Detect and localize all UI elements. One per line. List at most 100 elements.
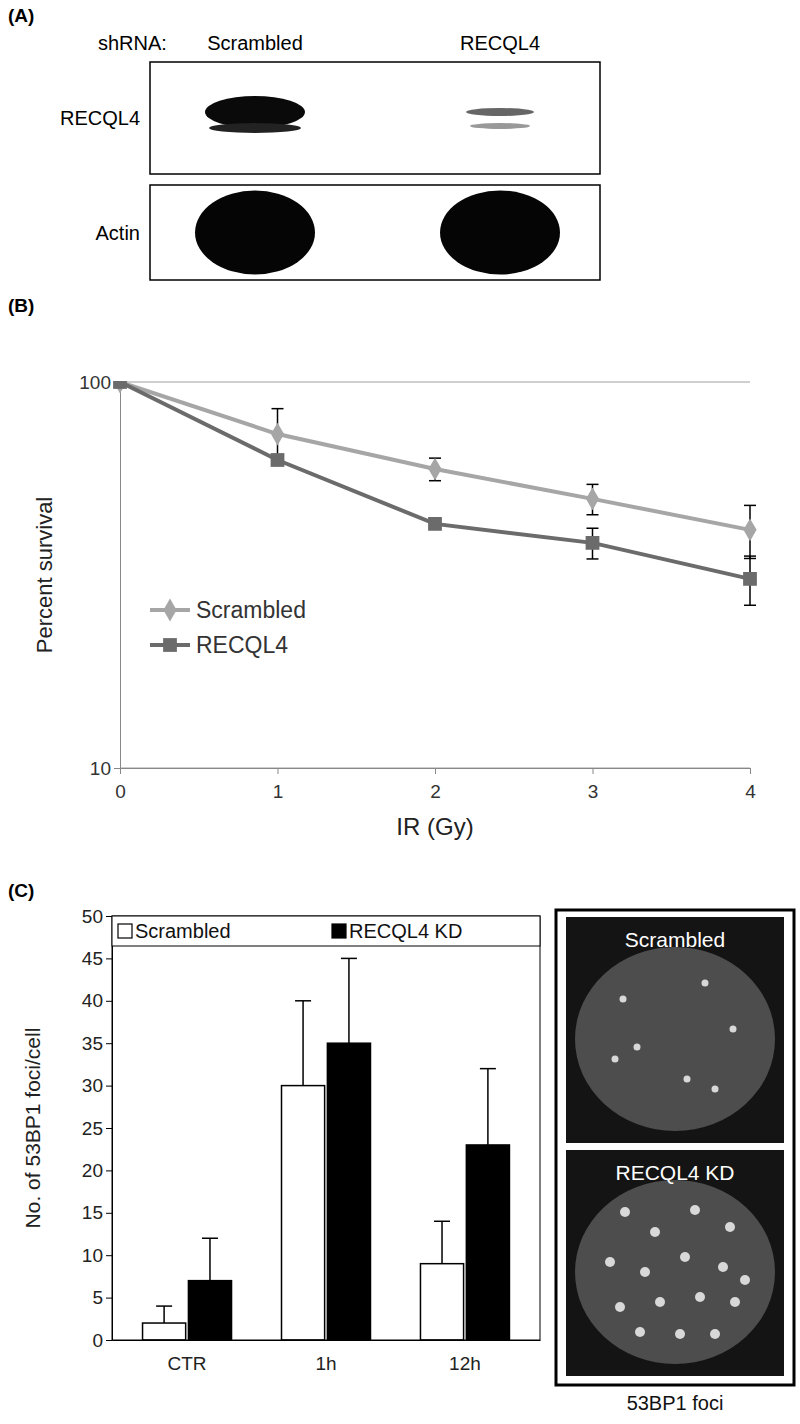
error-bar-part: [156, 1305, 172, 1307]
legend-marker: [163, 638, 177, 652]
tick: 3: [588, 768, 599, 802]
error-bar: [587, 484, 599, 514]
y-axis: 10100: [79, 372, 120, 779]
tick-label: 3: [588, 781, 599, 802]
x-axis: 01234: [115, 768, 756, 802]
focus-dot: [675, 1329, 685, 1339]
marker: [586, 487, 599, 510]
panel-label: (C): [8, 880, 34, 901]
tick-mark: [106, 1001, 112, 1002]
focus-dot: [605, 1257, 615, 1267]
tick-mark: [106, 1128, 112, 1129]
error-bar: [587, 528, 599, 559]
marker: [271, 453, 285, 467]
blot-panel: shRNA:ScrambledRECQL4RECQL4Actin: [60, 32, 600, 280]
x-axis: CTR1h12h: [113, 1340, 541, 1374]
error-bar: [744, 505, 756, 558]
blot-band: [195, 191, 315, 275]
error-bar: [480, 1069, 496, 1145]
error-bar-part: [587, 514, 599, 516]
error-bar-part: [587, 558, 599, 560]
tick: 5: [92, 1287, 112, 1308]
legend: ScrambledRECQL4: [150, 597, 306, 658]
bar: [420, 1264, 463, 1340]
error-bar: [429, 458, 441, 481]
row-label: RECQL4: [60, 107, 140, 129]
marker: [428, 458, 441, 481]
tick: 25: [82, 1118, 112, 1139]
focus-dot: [680, 1252, 690, 1262]
bar: [466, 1145, 509, 1340]
error-bar-part: [744, 605, 756, 607]
tick: 45: [82, 948, 112, 969]
marker: [586, 536, 600, 550]
legend-marker: [163, 599, 176, 622]
tick: 0: [115, 768, 126, 802]
focus-dot: [725, 1222, 735, 1232]
plot-area: [143, 958, 510, 1340]
micrograph-label: Scrambled: [625, 928, 725, 951]
blot-band: [440, 191, 560, 275]
legend-box: [112, 916, 540, 946]
micrograph-frame: [556, 910, 794, 1385]
error-bar: [156, 1306, 172, 1323]
legend: ScrambledRECQL4 KD: [112, 916, 540, 946]
error-bar-part: [272, 408, 284, 410]
tick-label: 1h: [315, 1353, 336, 1374]
tick: 10: [82, 1245, 112, 1266]
row-label: Actin: [96, 222, 140, 244]
focus-dot: [702, 980, 709, 987]
lane-label: Scrambled: [207, 32, 303, 54]
legend-label: RECQL4 KD: [349, 920, 462, 942]
error-bar-part: [744, 505, 756, 507]
focus-dot: [635, 1327, 645, 1337]
focus-dot: [695, 1292, 705, 1302]
tick: CTR: [168, 1340, 207, 1374]
error-bar-part: [441, 1221, 443, 1263]
legend-swatch: [332, 924, 346, 938]
tick: 4: [745, 768, 756, 802]
panel-label: (A): [8, 5, 34, 26]
tick: 2: [430, 768, 441, 802]
error-bar-part: [587, 527, 599, 529]
tick: 35: [82, 1033, 112, 1054]
tick-label: 0: [115, 781, 126, 802]
tick-label: 40: [82, 990, 103, 1011]
grid: [120, 382, 750, 768]
figure: (A)(B)(C)shRNA:ScrambledRECQL4RECQL4Acti…: [0, 0, 800, 1424]
series-line: [120, 382, 750, 579]
tick: 15: [82, 1202, 112, 1223]
panel-label: (B): [8, 295, 34, 316]
plot-frame: [112, 916, 540, 1340]
micrograph-image: [566, 1150, 784, 1376]
error-bar: [341, 958, 357, 1043]
focus-dot: [710, 1329, 720, 1339]
tick-mark: [106, 958, 112, 959]
tick: 1h: [315, 1340, 336, 1374]
tick-label: CTR: [168, 1353, 207, 1374]
tick-mark: [106, 1340, 112, 1341]
tick-label: 50: [82, 906, 103, 927]
focus-dot: [718, 1262, 728, 1272]
tick-mark: [120, 768, 121, 774]
error-bar: [434, 1221, 450, 1263]
error-bar-part: [487, 1069, 489, 1145]
error-bar: [202, 1238, 218, 1280]
focus-dot: [634, 1044, 641, 1051]
focus-dot: [740, 1275, 750, 1285]
bar: [327, 1043, 370, 1340]
marker: [113, 381, 126, 393]
y-axis-title: Percent survival: [32, 497, 57, 654]
legend-swatch: [118, 924, 132, 938]
marker: [743, 518, 756, 541]
legend-item: RECQL4: [150, 632, 288, 658]
tick-label: 5: [92, 1287, 103, 1308]
focus-dot: [650, 1227, 660, 1237]
tick: 10: [90, 758, 120, 779]
micrograph-image: [566, 917, 784, 1143]
legend-label: RECQL4: [196, 632, 288, 658]
tick-label: 45: [82, 948, 103, 969]
tick-mark: [750, 768, 751, 774]
error-bar-part: [587, 484, 599, 486]
tick: 50: [82, 906, 112, 927]
